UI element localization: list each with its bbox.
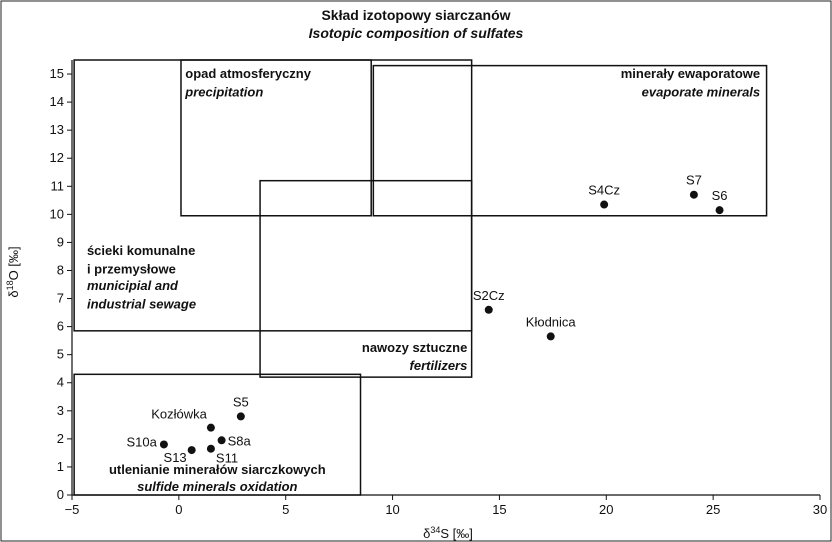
x-axis-label: δ34S [‰] [423, 525, 473, 541]
chart-title: Skład izotopowy siarczanów [321, 7, 510, 23]
y-tick-label: 11 [51, 178, 65, 193]
y-tick-label: 4 [57, 375, 64, 390]
region-label-en: evaporate minerals [642, 84, 761, 99]
region-label-pl: minerały ewaporatowe [621, 66, 760, 81]
region-label-pl: i przemysłowe [87, 261, 176, 276]
y-tick-label: 0 [57, 487, 64, 502]
data-point [217, 436, 226, 445]
data-point [236, 412, 245, 421]
point-label: S7 [686, 173, 702, 188]
y-tick-label: 8 [57, 262, 64, 277]
point-label: S6 [712, 188, 728, 203]
region-label-en: municipial and [87, 278, 179, 293]
point-label: S5 [233, 394, 249, 409]
data-point [715, 206, 724, 215]
x-tick-label: 25 [706, 502, 720, 517]
point-label: Kłodnica [526, 314, 577, 329]
y-tick-label: 3 [57, 403, 64, 418]
data-point [600, 200, 609, 209]
region-box-3 [259, 179, 473, 378]
y-tick-label: 7 [57, 291, 64, 306]
chart-subtitle: Isotopic composition of sulfates [309, 25, 524, 41]
region-label-pl: utlenianie minerałów siarczkowych [109, 462, 326, 477]
region-label-en: fertilizers [410, 358, 468, 373]
y-tick-label: 1 [57, 459, 64, 474]
data-point [206, 444, 215, 453]
data-point [159, 440, 168, 449]
region-box-1 [180, 59, 372, 217]
y-tick-label: 6 [57, 319, 64, 334]
region-label-pl: opad atmosferyczny [185, 66, 311, 81]
x-tick-label: −5 [65, 502, 80, 517]
regions-layer: ścieki komunalne i przemysłowe municipial … [73, 59, 768, 496]
point-label: S13 [164, 450, 187, 465]
data-point [689, 190, 698, 199]
y-tick-label: 13 [50, 122, 64, 137]
point-label: Kozłówka [151, 407, 207, 422]
x-tick-label: 0 [175, 502, 182, 517]
y-tick-label: 15 [50, 66, 64, 81]
point-label: S2Cz [473, 288, 505, 303]
x-tick-label: 5 [282, 502, 289, 517]
region-label-en: precipitation [184, 84, 263, 99]
x-tick-label: 10 [385, 502, 399, 517]
point-label: S10a [127, 434, 158, 449]
point-label: S4Cz [588, 183, 620, 198]
x-tick-label: 30 [813, 502, 827, 517]
y-axis-label: δ18O [‰] [5, 246, 21, 297]
points-layer: S4Cz S7 S6 S2Cz Kłodnica S5 Kozłówka S8a S10a S13… [127, 173, 728, 466]
y-tick-label: 12 [50, 150, 64, 165]
y-tick-label: 9 [57, 234, 64, 249]
y-tick-label: 5 [57, 347, 64, 362]
y-tick-label: 2 [57, 431, 64, 446]
data-point [484, 305, 493, 314]
region-box-2 [372, 64, 768, 217]
y-tick-label: 14 [50, 94, 64, 109]
x-tick-label: 20 [599, 502, 613, 517]
y-tick-label: 10 [50, 206, 64, 221]
point-label: S8a [228, 433, 252, 448]
x-tick-label: 15 [492, 502, 506, 517]
region-label-pl: nawozy sztuczne [362, 340, 467, 355]
region-label-pl: ścieki komunalne [87, 243, 195, 258]
data-point [206, 423, 215, 432]
region-label-en: industrial sewage [87, 296, 196, 311]
point-label: S11 [216, 451, 238, 466]
data-point [546, 332, 555, 341]
region-label-en: sulfide minerals oxidation [137, 479, 297, 494]
data-point [187, 446, 196, 455]
